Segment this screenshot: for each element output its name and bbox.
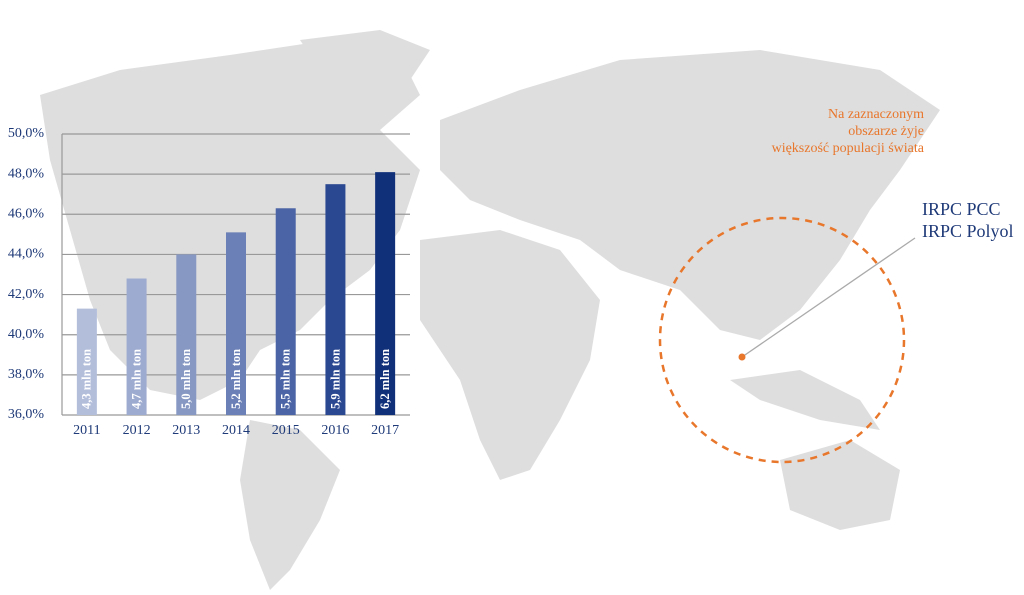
- plant-label: IRPC Polyol: [922, 221, 1014, 241]
- bar: [325, 184, 346, 415]
- bar-label: 4,3 mln ton: [80, 349, 94, 409]
- x-tick-label: 2015: [272, 423, 300, 438]
- annotation: obszarze żyje: [848, 124, 924, 139]
- bar-label: 6,2 mln ton: [378, 349, 392, 409]
- x-tick-label: 2014: [222, 423, 250, 438]
- y-tick-label: 36,0%: [8, 407, 45, 422]
- plant-label: IRPC PCC: [922, 199, 1001, 219]
- pointer-line: [741, 237, 916, 358]
- bar-label: 5,5 mln ton: [279, 349, 293, 409]
- bar: [76, 308, 97, 415]
- y-tick-label: 44,0%: [8, 247, 45, 262]
- bar: [126, 278, 147, 415]
- bar: [275, 208, 296, 415]
- annotation: większość populacji świata: [772, 141, 925, 156]
- y-tick-label: 48,0%: [8, 166, 45, 181]
- y-tick-label: 46,0%: [8, 207, 45, 222]
- x-tick-label: 2017: [371, 423, 399, 438]
- bar-label: 5,0 mln ton: [179, 349, 193, 409]
- bar-label: 5,2 mln ton: [229, 349, 243, 409]
- world-map: [40, 30, 940, 590]
- x-tick-label: 2016: [321, 423, 349, 438]
- x-tick-label: 2011: [73, 423, 100, 438]
- bar: [226, 232, 246, 415]
- annotation: Na zaznaczonym: [828, 107, 924, 122]
- y-tick-label: 40,0%: [8, 327, 45, 342]
- plant-dot: [738, 353, 746, 361]
- y-tick-label: 50,0%: [8, 126, 45, 141]
- bar-label: 4,7 mln ton: [129, 349, 143, 409]
- x-tick-label: 2012: [123, 423, 151, 438]
- bar: [176, 254, 197, 415]
- y-tick-label: 42,0%: [8, 287, 45, 302]
- region-circle: [658, 216, 906, 464]
- bar: [375, 172, 396, 415]
- x-tick-label: 2013: [172, 423, 200, 438]
- bar-label: 5,9 mln ton: [328, 349, 342, 409]
- y-tick-label: 38,0%: [8, 367, 45, 382]
